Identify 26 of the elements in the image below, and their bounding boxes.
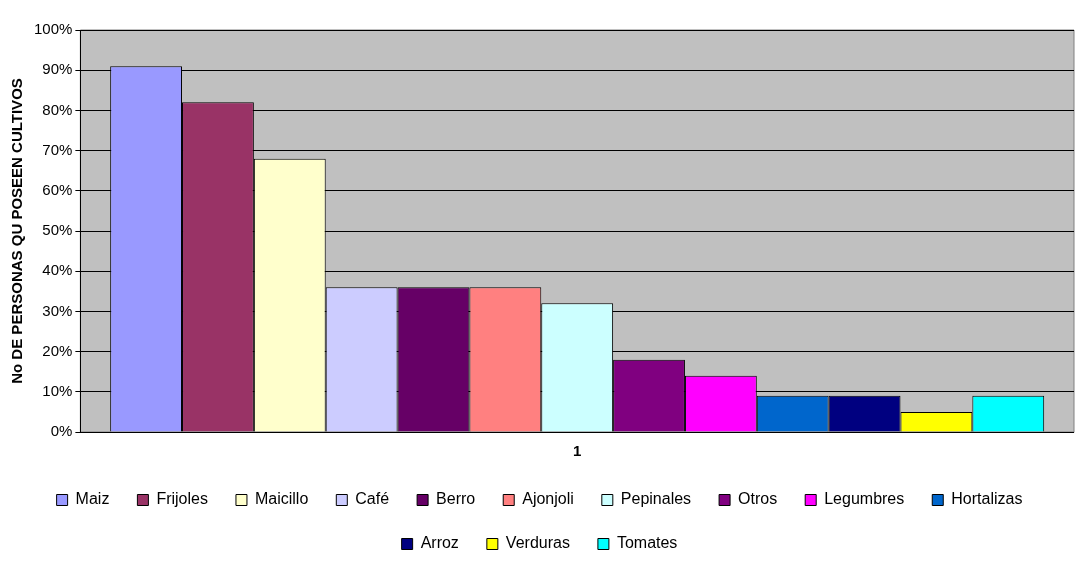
y-tick-label: 20% bbox=[42, 341, 73, 359]
x-tick-label: 1 bbox=[573, 442, 582, 460]
legend-label: Maicillo bbox=[254, 490, 309, 508]
y-tick-label: 100% bbox=[33, 20, 73, 38]
legend-label: Pepinales bbox=[620, 490, 692, 508]
legend-label: Ajonjoli bbox=[522, 490, 574, 508]
legend-label: Arroz bbox=[420, 534, 459, 552]
y-tick-label: 0% bbox=[50, 422, 73, 440]
legend-label: Café bbox=[355, 490, 390, 508]
y-tick-label: 50% bbox=[42, 221, 73, 239]
legend-label: Tomates bbox=[616, 534, 678, 552]
y-tick-label: 60% bbox=[42, 180, 73, 198]
y-tick-label: 10% bbox=[42, 381, 73, 399]
y-tick-label: 80% bbox=[42, 100, 73, 118]
y-axis-title: No DE PERSONAS QU POSEEN CULTIVOS bbox=[8, 78, 26, 384]
y-tick-label: 30% bbox=[42, 301, 73, 319]
legend-label: Maiz bbox=[75, 490, 110, 508]
y-tick-label: 70% bbox=[42, 140, 73, 158]
legend-label: Frijoles bbox=[156, 490, 208, 508]
y-tick-label: 90% bbox=[42, 60, 73, 78]
legend-label: Berro bbox=[436, 490, 476, 508]
y-tick-label: 40% bbox=[42, 261, 73, 279]
legend-label: Legumbres bbox=[824, 490, 905, 508]
legend-label: Otros bbox=[738, 490, 778, 508]
legend-label: Verduras bbox=[505, 534, 570, 552]
legend-label: Hortalizas bbox=[951, 490, 1023, 508]
